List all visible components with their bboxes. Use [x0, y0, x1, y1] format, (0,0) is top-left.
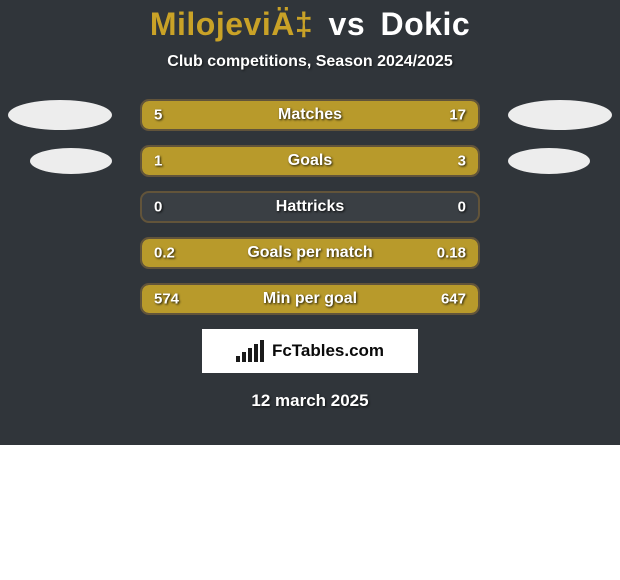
stat-label: Goals [288, 152, 332, 170]
stat-row: 0 0 Hattricks [0, 191, 620, 223]
stat-value-left: 1 [154, 153, 162, 170]
stat-bar: 574 647 Min per goal [140, 283, 480, 315]
bar-fill-right [218, 101, 478, 129]
stat-value-right: 17 [449, 107, 466, 124]
stat-bar: 0.2 0.18 Goals per match [140, 237, 480, 269]
stats-container: 5 17 Matches 1 3 Goals 0 0 Hattricks 0.2 0.18 Goals… [0, 99, 620, 315]
stat-value-right: 0 [458, 199, 466, 216]
page-title: MilojeviÄ‡ vs Dokic [0, 6, 620, 43]
right-ellipse [508, 238, 612, 268]
stat-label: Min per goal [263, 290, 357, 308]
left-ellipse [8, 100, 112, 130]
left-ellipse [8, 238, 112, 268]
stat-row: 574 647 Min per goal [0, 283, 620, 315]
stat-value-right: 0.18 [437, 245, 466, 262]
stat-bar: 5 17 Matches [140, 99, 480, 131]
right-ellipse [508, 100, 612, 130]
left-ellipse [8, 284, 112, 314]
stat-row: 1 3 Goals [0, 145, 620, 177]
stat-value-right: 3 [458, 153, 466, 170]
stat-bar: 0 0 Hattricks [140, 191, 480, 223]
stat-label: Goals per match [247, 244, 372, 262]
vs-text: vs [329, 6, 366, 42]
stat-row: 5 17 Matches [0, 99, 620, 131]
stat-label: Hattricks [276, 198, 344, 216]
brand-box: FcTables.com [202, 329, 418, 373]
right-ellipse [508, 148, 590, 174]
right-ellipse [508, 284, 612, 314]
left-ellipse [8, 192, 112, 222]
player2-name: Dokic [381, 6, 471, 42]
stat-value-left: 5 [154, 107, 162, 124]
stat-bar: 1 3 Goals [140, 145, 480, 177]
stat-label: Matches [278, 106, 342, 124]
date-text: 12 march 2025 [0, 391, 620, 411]
stat-value-right: 647 [441, 291, 466, 308]
player1-name: MilojeviÄ‡ [150, 6, 313, 42]
brand-text: FcTables.com [272, 341, 384, 361]
bar-chart-icon [236, 340, 266, 362]
stat-value-left: 574 [154, 291, 179, 308]
left-ellipse [30, 148, 112, 174]
stat-value-left: 0.2 [154, 245, 175, 262]
right-ellipse [508, 192, 612, 222]
stat-row: 0.2 0.18 Goals per match [0, 237, 620, 269]
comparison-panel: MilojeviÄ‡ vs Dokic Club competitions, S… [0, 0, 620, 445]
subtitle: Club competitions, Season 2024/2025 [0, 53, 620, 71]
bar-fill-right [226, 147, 478, 175]
stat-value-left: 0 [154, 199, 162, 216]
